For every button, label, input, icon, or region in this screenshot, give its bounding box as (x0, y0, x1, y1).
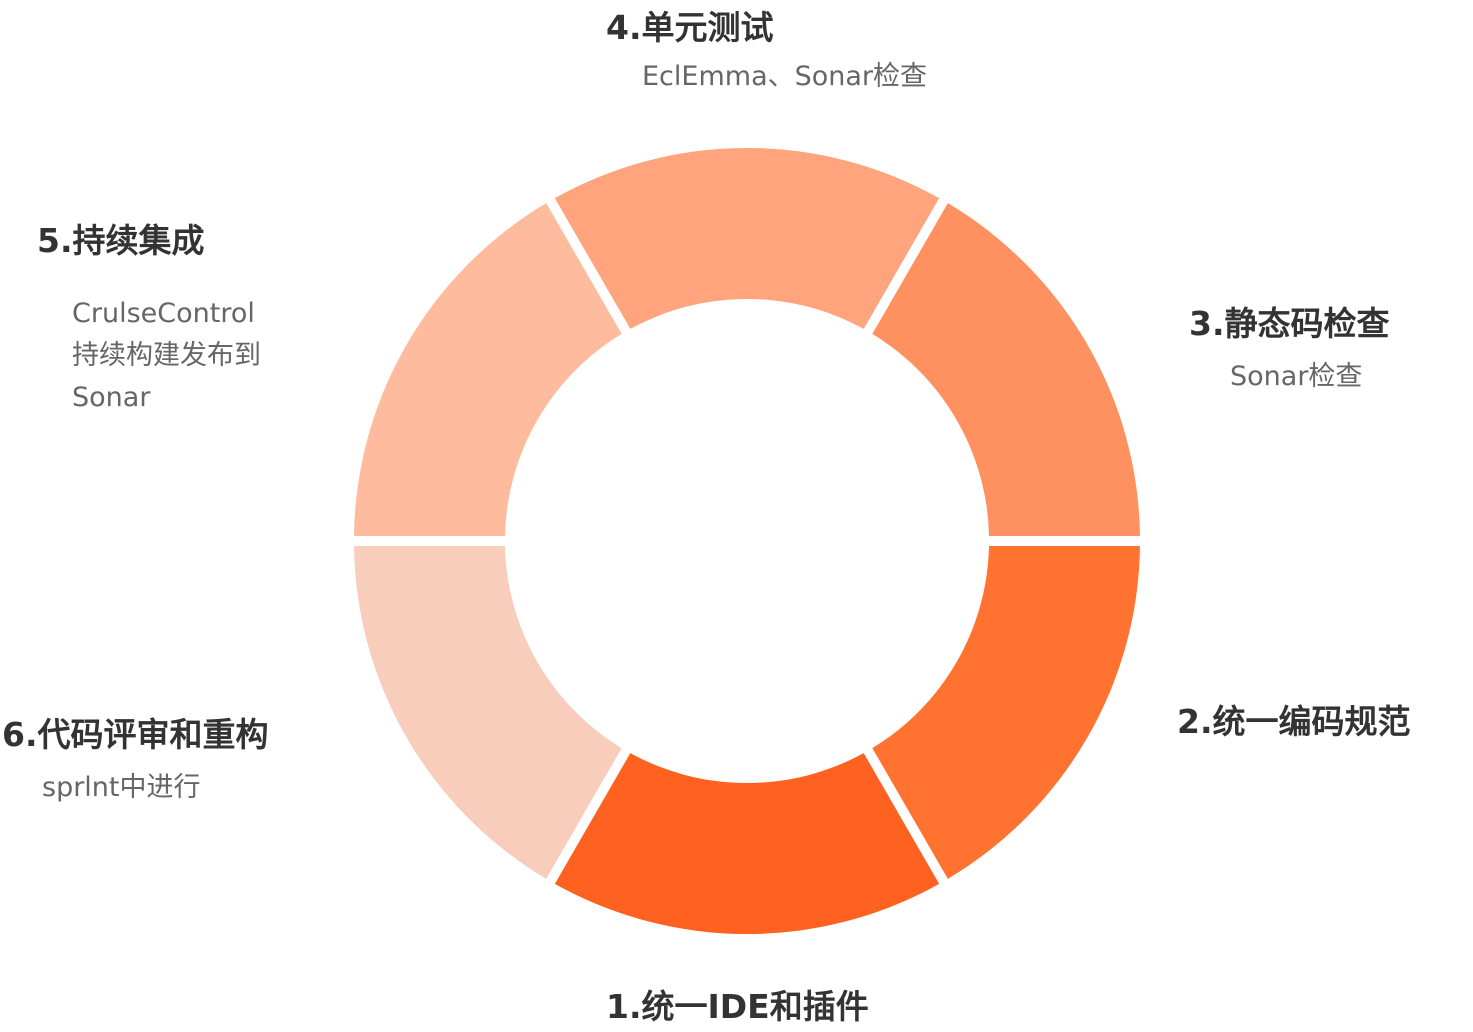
step5-desc-line: CrulseControl (72, 298, 255, 329)
step4-desc-line: EclEmma、Sonar检查 (642, 61, 928, 92)
step3-desc: Sonar检查 (1230, 356, 1362, 398)
step3-desc-line: Sonar检查 (1230, 361, 1363, 392)
step6-desc: sprlnt中进行 (42, 767, 201, 809)
step6-desc-line: sprlnt中进行 (42, 772, 201, 803)
ring-segment-step2 (872, 546, 1140, 879)
ring-segment-step3 (872, 203, 1140, 536)
ring-segment-step6 (354, 546, 622, 879)
step2-title: 2.统一编码规范 (1177, 702, 1411, 741)
step3-title: 3.静态码检查 (1189, 304, 1390, 343)
step5-desc-line: Sonar (72, 382, 151, 413)
ring-segment-step5 (354, 203, 622, 536)
ring-segment-step4 (554, 147, 940, 329)
step1-title: 1.统一IDE和插件 (606, 987, 869, 1026)
ring-segment-step1 (554, 753, 940, 935)
step5-desc: CrulseControl 持续构建发布到 Sonar (72, 293, 261, 419)
step5-desc-line: 持续构建发布到 (72, 340, 261, 371)
step4-desc: EclEmma、Sonar检查 (642, 56, 927, 98)
step4-title: 4.单元测试 (606, 8, 774, 47)
step5-title: 5.持续集成 (37, 221, 205, 260)
step6-title: 6.代码评审和重构 (2, 715, 269, 754)
